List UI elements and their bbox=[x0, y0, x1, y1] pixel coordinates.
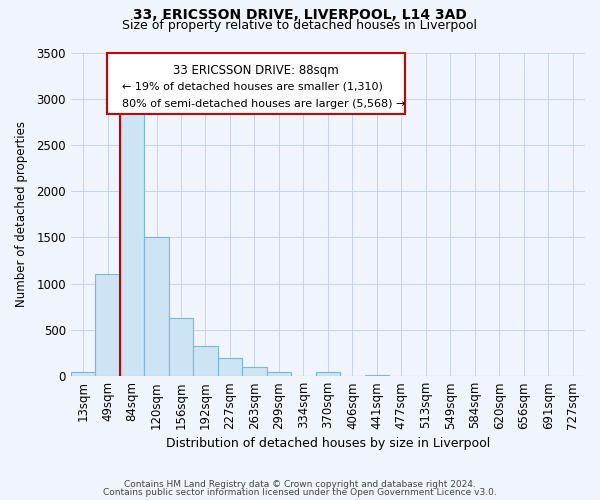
Bar bbox=[266, 372, 291, 376]
Text: 33 ERICSSON DRIVE: 88sqm: 33 ERICSSON DRIVE: 88sqm bbox=[173, 64, 339, 77]
Bar bbox=[218, 358, 242, 376]
Y-axis label: Number of detached properties: Number of detached properties bbox=[15, 122, 28, 308]
Bar bbox=[71, 372, 95, 376]
X-axis label: Distribution of detached houses by size in Liverpool: Distribution of detached houses by size … bbox=[166, 437, 490, 450]
Bar bbox=[242, 367, 266, 376]
Bar bbox=[95, 274, 120, 376]
Bar bbox=[144, 238, 169, 376]
FancyBboxPatch shape bbox=[107, 52, 405, 114]
Bar bbox=[316, 372, 340, 376]
Bar bbox=[169, 318, 193, 376]
Text: 80% of semi-detached houses are larger (5,568) →: 80% of semi-detached houses are larger (… bbox=[122, 100, 406, 110]
Text: Contains public sector information licensed under the Open Government Licence v3: Contains public sector information licen… bbox=[103, 488, 497, 497]
Text: 33, ERICSSON DRIVE, LIVERPOOL, L14 3AD: 33, ERICSSON DRIVE, LIVERPOOL, L14 3AD bbox=[133, 8, 467, 22]
Bar bbox=[193, 346, 218, 376]
Bar bbox=[365, 374, 389, 376]
Text: ← 19% of detached houses are smaller (1,310): ← 19% of detached houses are smaller (1,… bbox=[122, 82, 383, 92]
Text: Contains HM Land Registry data © Crown copyright and database right 2024.: Contains HM Land Registry data © Crown c… bbox=[124, 480, 476, 489]
Text: Size of property relative to detached houses in Liverpool: Size of property relative to detached ho… bbox=[122, 19, 478, 32]
Bar bbox=[120, 106, 144, 376]
